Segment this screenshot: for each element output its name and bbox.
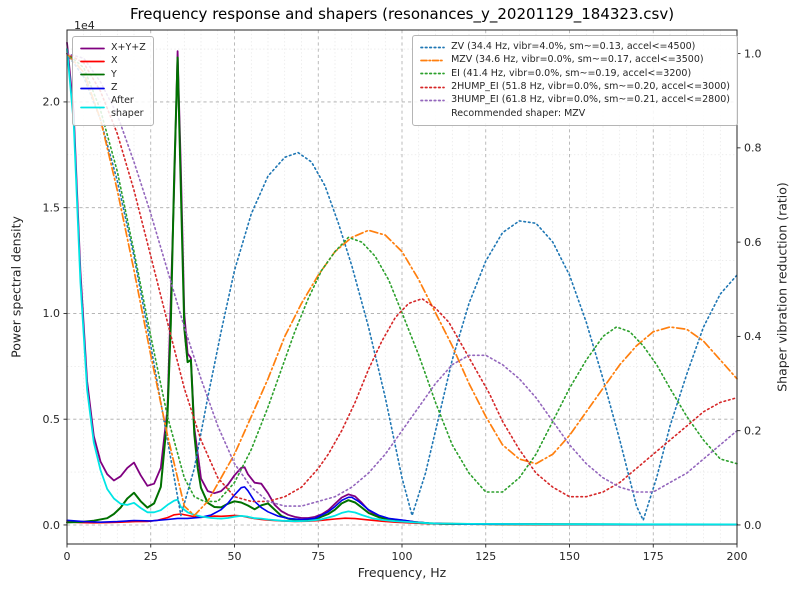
y-right-tick-label: 0.8: [744, 142, 762, 155]
legend-item-shaper-2hump-ei: 2HUMP_EI (51.8 Hz, vibr=0.0%, sm~=0.20, …: [420, 81, 730, 93]
legend-label-psd-x: X: [111, 55, 118, 67]
series-psd-after-shaper: [66, 48, 738, 526]
legend-label-shaper-2hump-ei: 2HUMP_EI (51.8 Hz, vibr=0.0%, sm~=0.20, …: [451, 81, 730, 93]
legend-item-shaper-mzv: MZV (34.6 Hz, vibr=0.0%, sm~=0.17, accel…: [420, 54, 730, 66]
legend-line-sample: [420, 99, 445, 102]
legend-item-psd-z: Z: [80, 82, 146, 94]
y-left-tick-label: 1.0: [43, 307, 61, 320]
series-shaper-2hump-ei: [66, 52, 738, 503]
legend-line-sample: [80, 47, 105, 50]
y-left-tick-label: 0.0: [43, 519, 61, 532]
legend-line-sample: [80, 87, 105, 90]
x-axis-label: Frequency, Hz: [357, 565, 447, 580]
x-tick-label: 200: [727, 550, 748, 563]
x-tick-label: 100: [392, 550, 413, 563]
y-left-tick-label: 2.0: [43, 96, 61, 109]
legend-label-shaper-3hump-ei: 3HUMP_EI (61.8 Hz, vibr=0.0%, sm~=0.21, …: [451, 94, 730, 106]
y-axis-label-right: Shaper vibration reduction (ratio): [774, 182, 790, 392]
legend-line-sample: [420, 109, 445, 118]
series-shaper-mzv: [66, 52, 738, 517]
x-tick-label: 125: [475, 550, 496, 563]
legend-label-shaper-zv: ZV (34.4 Hz, vibr=4.0%, sm~=0.13, accel<…: [451, 41, 696, 52]
y-left-tick-label: 1.5: [43, 201, 61, 214]
y-left-tick-label: 0.5: [43, 413, 61, 426]
legend-line-sample: [420, 73, 445, 75]
legend-label-psd-y: Y: [111, 68, 117, 80]
legend-item-psd-x: X: [80, 55, 146, 67]
legend-item-shaper-ei: EI (41.4 Hz, vibr=0.0%, sm~=0.19, accel<…: [420, 68, 730, 80]
x-tick-label: 25: [144, 550, 158, 563]
legend-item-shaper-zv: ZV (34.4 Hz, vibr=4.0%, sm~=0.13, accel<…: [420, 41, 730, 53]
legend-item-shaper-3hump-ei: 3HUMP_EI (61.8 Hz, vibr=0.0%, sm~=0.21, …: [420, 94, 730, 106]
series-psd-y: [66, 56, 738, 526]
y-right-tick-label: 1.0: [744, 47, 762, 60]
legend-item-psd-xyz: X+Y+Z: [80, 42, 146, 54]
legend-line-sample: [420, 86, 445, 89]
legend-label-shaper-mzv: MZV (34.6 Hz, vibr=0.0%, sm~=0.17, accel…: [451, 54, 704, 66]
legend-note-row: Recommended shaper: MZV: [420, 108, 730, 120]
y-right-tick-label: 0.6: [744, 236, 762, 249]
legend-line-sample: [420, 46, 445, 49]
x-tick-label: 75: [311, 550, 325, 563]
legend-label-psd-xyz: X+Y+Z: [111, 42, 146, 53]
legend-label-shaper-ei: EI (41.4 Hz, vibr=0.0%, sm~=0.19, accel<…: [451, 67, 692, 79]
series-shaper-ei: [66, 52, 738, 503]
legend-item-psd-after-shaper: After shaper: [80, 95, 146, 120]
legend-line-sample: [80, 106, 105, 109]
y-right-tick-label: 0.2: [744, 424, 762, 437]
x-tick-label: 0: [64, 550, 71, 563]
legend-line-sample: [80, 74, 105, 76]
series-shaper-zv: [66, 52, 738, 521]
y-axis-label-left: Power spectral density: [8, 216, 24, 358]
chart-title: Frequency response and shapers (resonanc…: [129, 5, 675, 23]
x-tick-label: 50: [228, 550, 242, 563]
tick-labels: 0 25 50 75 100 125 150 175 200 0.0 0.5 1.0 1.5 2.0 0.0…: [43, 47, 762, 563]
y-axis-offset-label: 1e4: [74, 19, 95, 32]
legend-label-psd-after-shaper: After shaper: [111, 95, 144, 119]
y-right-tick-label: 0.0: [744, 519, 762, 532]
legend-line-sample: [80, 60, 105, 63]
legend-psd: X+Y+Z X Y Z After shaper: [72, 36, 154, 127]
series-shaper-3hump-ei: [66, 52, 738, 507]
legend-label-psd-z: Z: [111, 82, 118, 94]
legend-shapers: ZV (34.4 Hz, vibr=4.0%, sm~=0.13, accel<…: [412, 35, 738, 127]
legend-line-sample: [420, 59, 445, 62]
legend-recommended-note: Recommended shaper: MZV: [451, 107, 586, 119]
legend-item-psd-y: Y: [80, 69, 146, 81]
x-tick-label: 175: [643, 550, 664, 563]
y-right-tick-label: 0.4: [744, 330, 762, 343]
x-tick-label: 150: [559, 550, 580, 563]
